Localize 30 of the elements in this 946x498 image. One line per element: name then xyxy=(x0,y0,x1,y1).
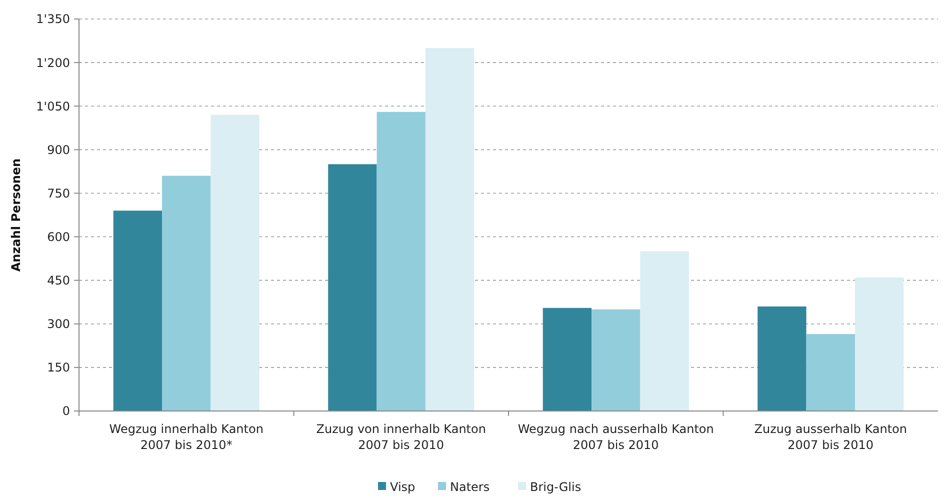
bar xyxy=(758,306,806,411)
bar xyxy=(542,308,592,411)
y-tick-label: 300 xyxy=(47,317,70,332)
y-tick-label: 750 xyxy=(47,186,70,200)
bar xyxy=(425,48,474,411)
bar xyxy=(328,164,377,411)
y-tick-label: 0 xyxy=(62,404,70,418)
y-tick-label: 1'200 xyxy=(36,56,70,70)
y-tick-label: 450 xyxy=(47,274,70,288)
legend-label: Visp xyxy=(390,480,416,494)
x-tick-label: Wegzug innerhalb Kanton 2007 bis 2010* xyxy=(109,422,264,452)
y-tick-label: 600 xyxy=(47,230,70,244)
bar xyxy=(806,334,855,411)
y-tick-label: 1'350 xyxy=(36,12,70,26)
bar xyxy=(162,176,211,411)
legend-label: Naters xyxy=(450,480,490,494)
y-tick-label: 150 xyxy=(47,360,70,375)
x-tick-label: Zuzug ausserhalb Kanton 2007 bis 2010 xyxy=(754,422,907,452)
bar xyxy=(854,277,904,411)
x-tick-label: Zuzug von innerhalb Kanton 2007 bis 2010 xyxy=(316,422,486,452)
y-axis-title: Anzahl Personen xyxy=(9,158,23,272)
bar xyxy=(113,210,162,411)
x-tick-label: Wegzug nach ausserhalb Kanton 2007 bis 2010 xyxy=(518,422,714,452)
y-tick-label: 1'050 xyxy=(36,99,70,114)
legend-label: Brig-Glis xyxy=(530,480,582,494)
bar xyxy=(210,114,260,411)
bar xyxy=(592,309,640,411)
y-tick-label: 900 xyxy=(47,142,70,157)
bar xyxy=(376,112,426,411)
bar xyxy=(640,251,689,411)
